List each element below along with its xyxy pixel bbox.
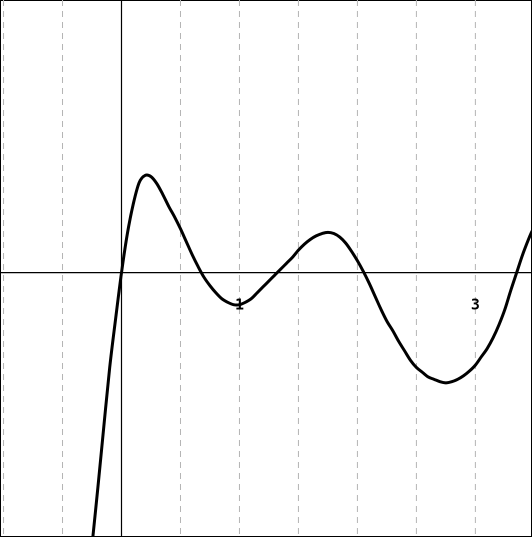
x-tick-label-3: 3 — [471, 296, 480, 314]
gridlines — [3, 0, 476, 537]
series-line-0 — [91, 173, 532, 537]
x-tick-label-1: 1 — [235, 296, 244, 314]
series-layer — [91, 173, 532, 537]
